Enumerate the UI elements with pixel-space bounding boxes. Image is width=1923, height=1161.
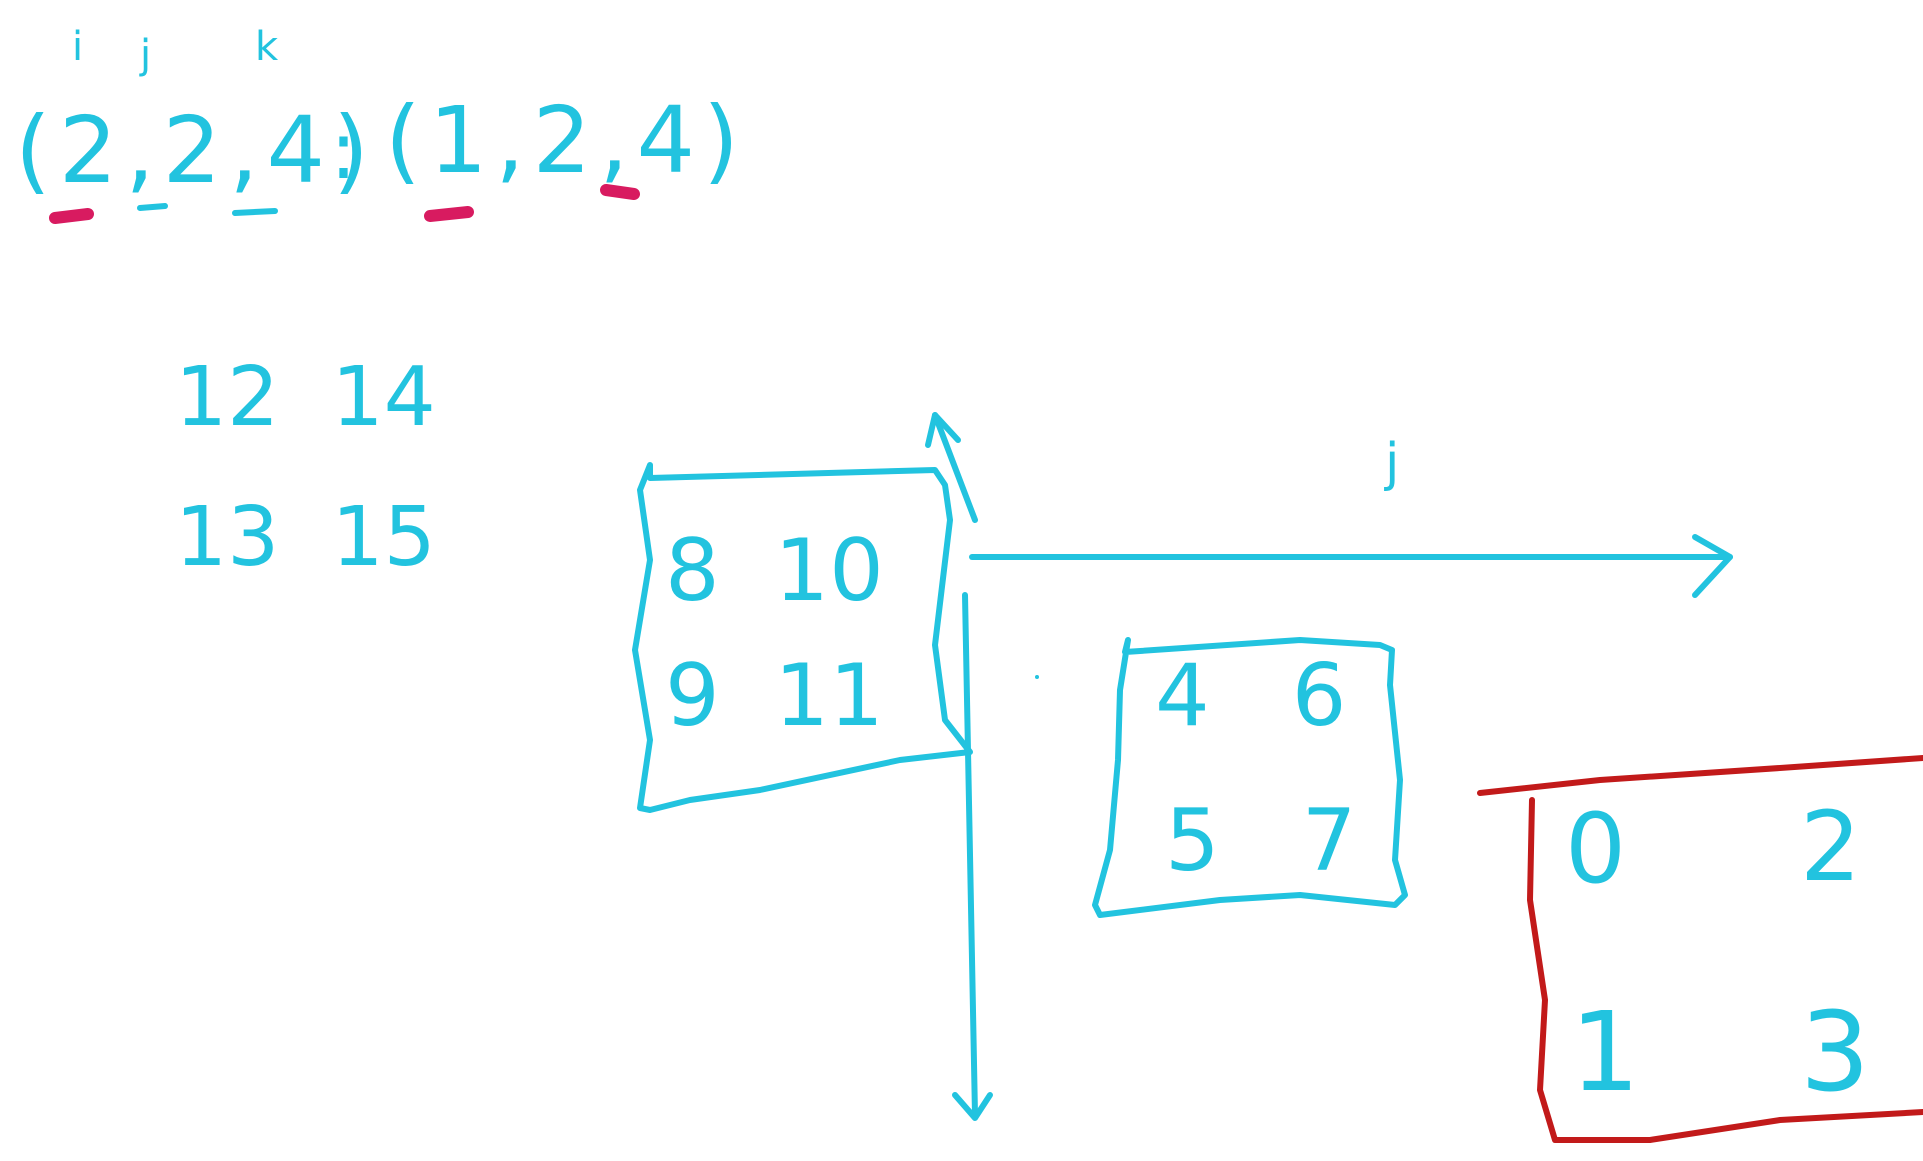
- axes: [925, 412, 1733, 1121]
- block-red-row-1-b: 2: [1800, 791, 1861, 903]
- block-middle-row-1: 8 10: [665, 521, 884, 621]
- block-red-row-2-a: 1: [1570, 988, 1640, 1116]
- block-red-row-1-a: 0: [1565, 793, 1626, 905]
- index-label-i: i: [72, 24, 83, 70]
- block-top-left-row-2: 13 15: [175, 490, 436, 585]
- block-red-box: [1477, 755, 1923, 1143]
- index-label-k: k: [255, 24, 279, 70]
- block-right-row-1: 4 6: [1155, 646, 1346, 746]
- index-label-j: j: [139, 32, 151, 78]
- shape-tuple: (2,2,4): [15, 97, 377, 204]
- block-top-left-row-1: 12 14: [175, 350, 436, 445]
- stray-dot: [1035, 675, 1039, 679]
- block-right-row-2: 5 7: [1165, 791, 1356, 891]
- strides-tuple: (1,2,4): [385, 87, 747, 194]
- pink-underline-marks: [49, 184, 640, 224]
- equation-separator: :: [330, 104, 357, 197]
- block-middle-row-2: 9 11: [665, 646, 884, 746]
- block-red-row-2-b: 3: [1800, 988, 1870, 1116]
- block-right-box: [1092, 637, 1408, 918]
- axis-label-j: j: [1384, 433, 1399, 493]
- block-middle-box: [632, 462, 973, 813]
